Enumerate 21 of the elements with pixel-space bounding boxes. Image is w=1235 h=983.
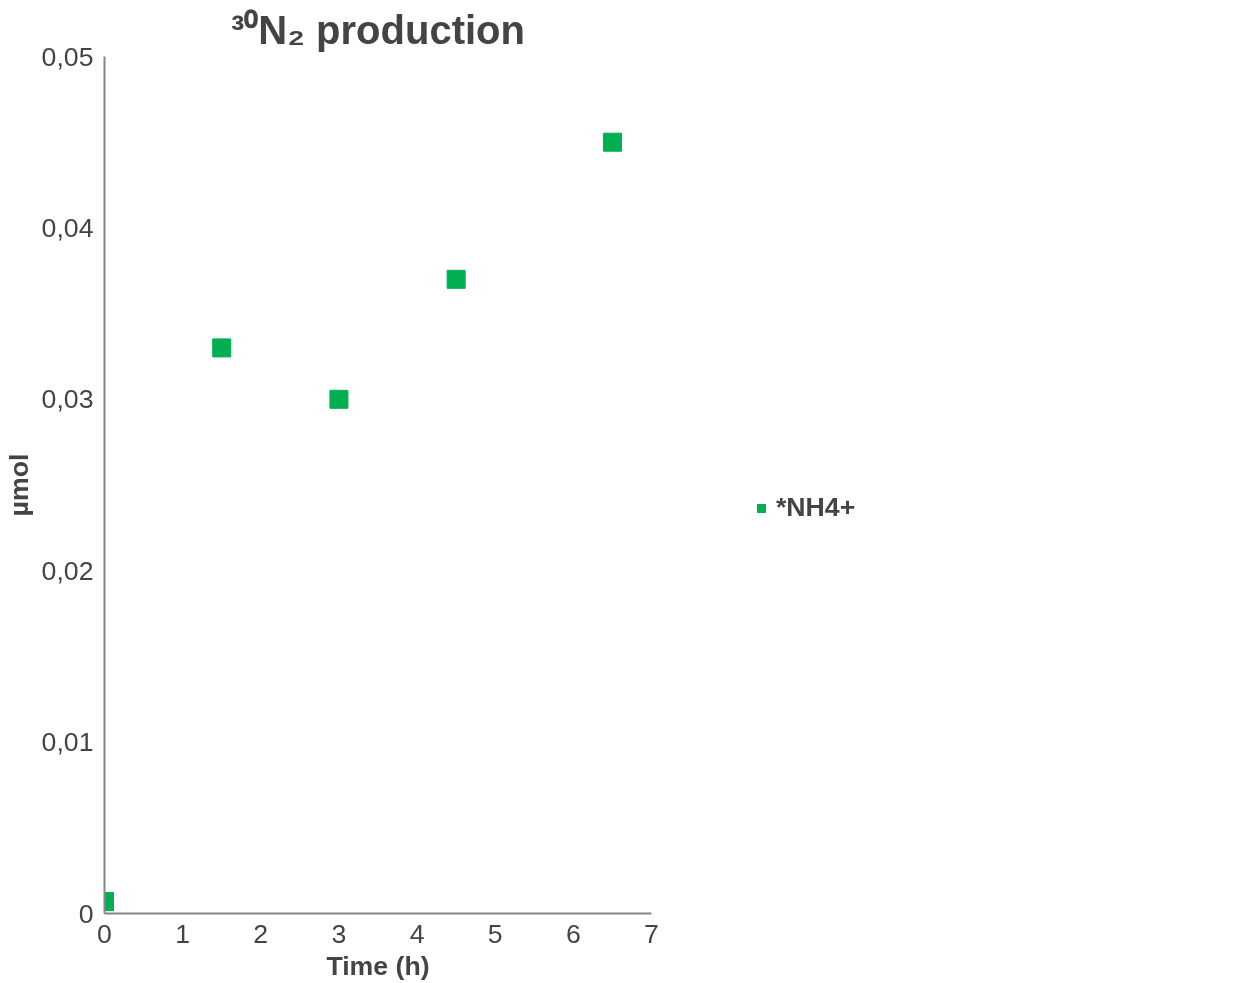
x-tick-label: 5 bbox=[487, 918, 503, 949]
y-tick-label: 0 bbox=[78, 898, 94, 929]
legend-label: *NH4+ bbox=[776, 492, 856, 523]
y-tick-label: 0,05 bbox=[41, 41, 94, 72]
y-tick-label: 0,02 bbox=[41, 555, 94, 586]
y-tick-label: 0,03 bbox=[41, 384, 94, 415]
x-tick-label: 1 bbox=[175, 918, 191, 949]
point bbox=[602, 132, 622, 152]
x-tick-label: 3 bbox=[331, 918, 347, 949]
x-axis-title: Time (h) bbox=[326, 950, 430, 981]
chart-title: ³⁰N₂ production bbox=[231, 7, 525, 52]
x-tick-label: 6 bbox=[565, 918, 581, 949]
y-axis-title: µmol bbox=[3, 453, 34, 517]
point bbox=[446, 269, 466, 289]
x-tick-label: 2 bbox=[253, 918, 269, 949]
point bbox=[329, 389, 349, 409]
x-tick-label: 7 bbox=[644, 918, 659, 949]
point bbox=[212, 338, 232, 358]
y-tick-label: 0,01 bbox=[41, 727, 94, 758]
y-tick-label: 0,04 bbox=[41, 212, 94, 243]
x-tick-label: 4 bbox=[409, 918, 425, 949]
